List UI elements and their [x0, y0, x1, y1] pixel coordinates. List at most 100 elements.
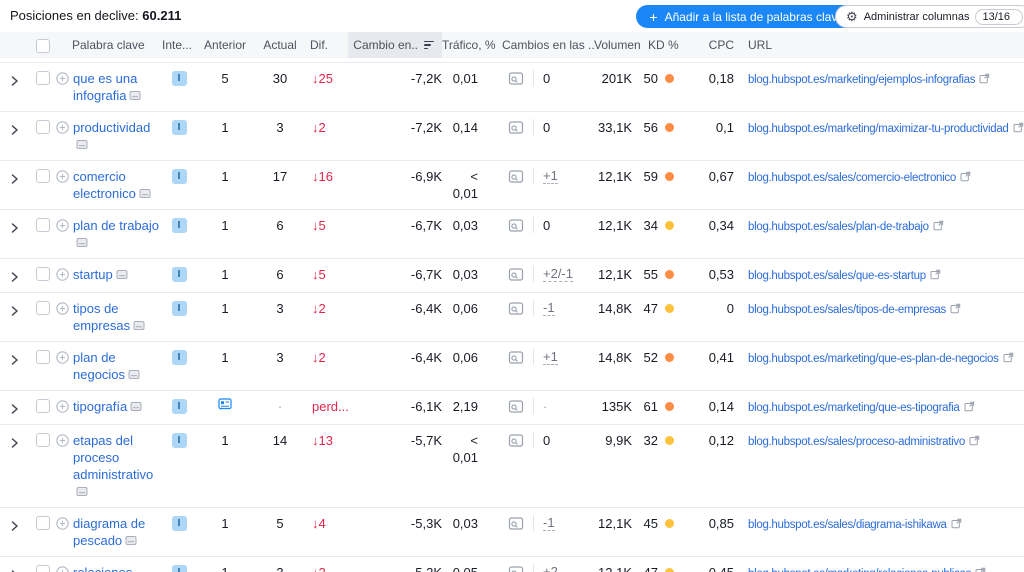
- url-link[interactable]: blog.hubspot.es/marketing/maximizar-tu-p…: [748, 123, 1009, 135]
- column-header-keyword[interactable]: Palabra clave: [72, 38, 145, 52]
- intent-badge[interactable]: I: [171, 120, 187, 135]
- url-link[interactable]: blog.hubspot.es/sales/diagrama-ishikawa: [748, 519, 947, 531]
- url-link[interactable]: blog.hubspot.es/marketing/que-es-tipogra…: [748, 402, 960, 414]
- expand-chevron-icon[interactable]: [11, 122, 19, 139]
- add-to-list-icon[interactable]: [56, 170, 69, 203]
- keyword-link[interactable]: tipografía: [73, 399, 127, 414]
- serp-snapshot-icon[interactable]: [508, 219, 524, 232]
- external-link-icon[interactable]: [1003, 350, 1014, 367]
- row-checkbox[interactable]: [36, 169, 50, 183]
- add-to-list-icon[interactable]: [56, 219, 69, 252]
- featured-snippet-icon[interactable]: [218, 398, 232, 411]
- expand-chevron-icon[interactable]: [11, 567, 19, 572]
- sort-descending-icon[interactable]: [424, 40, 434, 50]
- row-checkbox[interactable]: [36, 433, 50, 447]
- keyword-link[interactable]: relaciones publicas: [73, 565, 132, 572]
- serp-snapshot-icon[interactable]: [508, 566, 524, 572]
- add-to-list-icon[interactable]: [56, 121, 69, 154]
- serp-snapshot-icon[interactable]: [508, 517, 524, 530]
- add-to-list-icon[interactable]: [56, 517, 69, 550]
- note-icon[interactable]: [116, 267, 128, 284]
- external-link-icon[interactable]: [969, 433, 980, 450]
- row-checkbox[interactable]: [36, 516, 50, 530]
- intent-badge[interactable]: I: [171, 267, 187, 282]
- intent-badge[interactable]: I: [171, 516, 187, 531]
- url-link[interactable]: blog.hubspot.es/sales/proceso-administra…: [748, 436, 965, 448]
- keyword-link[interactable]: etapas del proceso administrativo: [73, 433, 153, 482]
- add-to-list-icon[interactable]: [56, 351, 69, 384]
- external-link-icon[interactable]: [975, 565, 986, 572]
- keyword-link[interactable]: diagrama de pescado: [73, 516, 145, 548]
- expand-chevron-icon[interactable]: [11, 269, 19, 286]
- column-header-current[interactable]: Actual: [263, 38, 297, 52]
- select-all-checkbox[interactable]: [36, 38, 50, 53]
- expand-chevron-icon[interactable]: [11, 303, 19, 320]
- expand-chevron-icon[interactable]: [11, 352, 19, 369]
- serp-snapshot-icon[interactable]: [508, 302, 524, 315]
- add-to-list-icon[interactable]: [56, 302, 69, 335]
- intent-badge[interactable]: I: [171, 71, 187, 86]
- row-checkbox[interactable]: [36, 399, 50, 413]
- add-to-list-icon[interactable]: [56, 268, 69, 284]
- keyword-link[interactable]: que es una infografia: [73, 71, 137, 103]
- intent-badge[interactable]: I: [171, 565, 187, 572]
- column-header-traffic-percent[interactable]: Tráfico, %: [442, 38, 496, 52]
- manage-columns-button[interactable]: ⚙ Administrar columnas 13/16: [835, 5, 1024, 28]
- keyword-link[interactable]: tipos de empresas: [73, 301, 130, 333]
- row-checkbox[interactable]: [36, 565, 50, 572]
- row-checkbox[interactable]: [36, 267, 50, 281]
- url-link[interactable]: blog.hubspot.es/marketing/que-es-plan-de…: [748, 353, 999, 365]
- serp-snapshot-icon[interactable]: [508, 351, 524, 364]
- intent-badge[interactable]: I: [171, 399, 187, 414]
- note-icon[interactable]: [76, 484, 88, 501]
- note-icon[interactable]: [133, 318, 145, 335]
- note-icon[interactable]: [76, 235, 88, 252]
- add-to-list-icon[interactable]: [56, 72, 69, 105]
- serp-snapshot-icon[interactable]: [508, 72, 524, 85]
- url-link[interactable]: blog.hubspot.es/marketing/relaciones-pub…: [748, 568, 971, 572]
- keyword-link[interactable]: plan de trabajo: [73, 218, 159, 233]
- external-link-icon[interactable]: [933, 218, 944, 235]
- add-to-list-icon[interactable]: [56, 400, 69, 416]
- column-header-serp-changes[interactable]: Cambios en las ...: [502, 38, 594, 52]
- expand-chevron-icon[interactable]: [11, 73, 19, 90]
- note-icon[interactable]: [129, 88, 141, 105]
- expand-chevron-icon[interactable]: [11, 171, 19, 188]
- url-link[interactable]: blog.hubspot.es/sales/tipos-de-empresas: [748, 304, 946, 316]
- row-checkbox[interactable]: [36, 301, 50, 315]
- external-link-icon[interactable]: [930, 267, 941, 284]
- keyword-link[interactable]: plan de negocios: [73, 350, 125, 382]
- external-link-icon[interactable]: [979, 71, 990, 88]
- serp-snapshot-icon[interactable]: [508, 121, 524, 134]
- intent-badge[interactable]: I: [171, 169, 187, 184]
- note-icon[interactable]: [76, 137, 88, 154]
- column-header-volume[interactable]: Volumen: [594, 38, 641, 52]
- intent-badge[interactable]: I: [171, 433, 187, 448]
- serp-snapshot-icon[interactable]: [508, 400, 524, 413]
- url-link[interactable]: blog.hubspot.es/sales/comercio-electroni…: [748, 172, 956, 184]
- url-link[interactable]: blog.hubspot.es/sales/plan-de-trabajo: [748, 221, 929, 233]
- column-header-previous[interactable]: Anterior: [203, 38, 247, 52]
- row-checkbox[interactable]: [36, 120, 50, 134]
- column-header-kd[interactable]: KD %: [648, 38, 679, 52]
- serp-snapshot-icon[interactable]: [508, 170, 524, 183]
- serp-snapshot-icon[interactable]: [508, 434, 524, 447]
- external-link-icon[interactable]: [960, 169, 971, 186]
- row-checkbox[interactable]: [36, 71, 50, 85]
- column-header-traffic-change[interactable]: Cambio en..: [348, 32, 442, 58]
- keyword-link[interactable]: productividad: [73, 120, 150, 135]
- add-to-keyword-list-button[interactable]: + Añadir a la lista de palabras clave: [636, 5, 857, 28]
- note-icon[interactable]: [125, 533, 137, 550]
- expand-chevron-icon[interactable]: [11, 401, 19, 418]
- external-link-icon[interactable]: [1013, 120, 1024, 137]
- intent-badge[interactable]: I: [171, 218, 187, 233]
- note-icon[interactable]: [130, 399, 142, 416]
- intent-badge[interactable]: I: [171, 301, 187, 316]
- column-header-intent[interactable]: Inte...: [162, 38, 193, 52]
- note-icon[interactable]: [139, 186, 151, 203]
- keyword-link[interactable]: startup: [73, 267, 113, 282]
- note-icon[interactable]: [128, 367, 140, 384]
- serp-snapshot-icon[interactable]: [508, 268, 524, 281]
- expand-chevron-icon[interactable]: [11, 518, 19, 535]
- column-header-cpc[interactable]: CPC: [708, 38, 734, 52]
